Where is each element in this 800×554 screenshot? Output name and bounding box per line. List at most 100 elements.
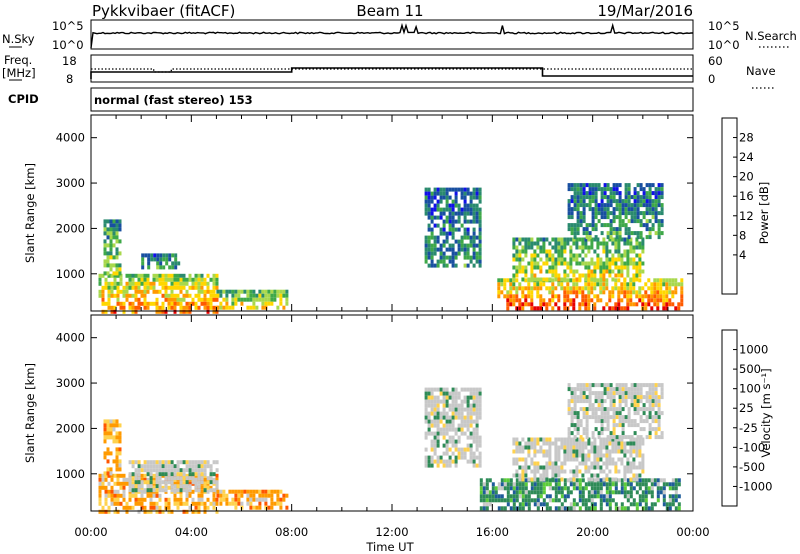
power-cell xyxy=(629,298,633,303)
velocity-cell xyxy=(518,457,522,462)
velocity-cell xyxy=(116,481,120,486)
velocity-cell xyxy=(636,411,640,416)
power-cell xyxy=(605,302,609,307)
velocity-cell xyxy=(191,501,195,506)
velocity-cell xyxy=(206,485,210,490)
velocity-cell xyxy=(146,484,150,489)
power-cell xyxy=(599,298,603,303)
velocity-cell xyxy=(530,461,534,466)
velocity-cell xyxy=(451,427,455,432)
power-cell xyxy=(606,207,610,212)
velocity-cell xyxy=(104,477,108,482)
power-cell xyxy=(106,271,110,276)
velocity-cell xyxy=(137,497,141,502)
velocity-cell xyxy=(615,391,619,396)
power-cell xyxy=(209,301,213,306)
power-cell xyxy=(566,286,570,291)
power-cell xyxy=(503,286,507,291)
velocity-cell xyxy=(503,498,507,503)
velocity-cell xyxy=(638,473,642,478)
power-cell xyxy=(569,298,573,303)
power-cell xyxy=(644,306,648,311)
power-cell xyxy=(645,203,649,208)
power-colorbar-label-0: 28 xyxy=(739,131,754,145)
velocity-cell xyxy=(606,391,610,396)
power-cell xyxy=(101,285,105,290)
power-cell xyxy=(527,277,531,282)
velocity-cell xyxy=(179,476,183,481)
velocity-cell xyxy=(500,498,504,503)
velocity-cell xyxy=(524,494,528,499)
power-cell xyxy=(594,183,598,188)
velocity-cell xyxy=(572,441,576,446)
power-cell xyxy=(647,302,651,307)
velocity-cell xyxy=(185,480,189,485)
velocity-cell xyxy=(603,427,607,432)
velocity-cell xyxy=(119,481,123,486)
power-cell xyxy=(264,293,268,298)
velocity-cell xyxy=(560,506,564,511)
velocity-cell xyxy=(539,449,543,454)
power-cell xyxy=(209,289,213,294)
velocity-cell xyxy=(563,469,567,474)
power-cell xyxy=(118,251,122,256)
velocity-cell xyxy=(615,415,619,420)
velocity-cell xyxy=(457,395,461,400)
power-cell xyxy=(231,289,235,294)
velocity-cell xyxy=(609,403,613,408)
velocity-cell xyxy=(645,399,649,404)
power-cell xyxy=(579,191,583,196)
velocity-cell xyxy=(460,403,464,408)
power-cell xyxy=(509,290,513,295)
power-cell xyxy=(472,255,476,260)
velocity-cell xyxy=(654,403,658,408)
velocity-cell xyxy=(609,431,613,436)
power-cell xyxy=(584,265,588,270)
velocity-cell xyxy=(602,461,606,466)
power-cell xyxy=(527,286,531,291)
power-cell xyxy=(641,237,645,242)
power-cell xyxy=(448,243,452,248)
power-cell xyxy=(518,241,522,246)
power-cell xyxy=(451,207,455,212)
velocity-cell xyxy=(115,439,119,444)
power-cell xyxy=(588,231,592,236)
velocity-cell xyxy=(651,415,655,420)
power-cell xyxy=(240,301,244,306)
power-cell xyxy=(478,227,482,232)
velocity-cell xyxy=(140,489,144,494)
velocity-cell xyxy=(557,490,561,495)
power-cell xyxy=(194,281,198,286)
velocity-cell xyxy=(518,502,522,507)
power-cell xyxy=(144,253,148,258)
power-cell xyxy=(113,293,117,298)
velocity-cell xyxy=(167,476,171,481)
power-cell xyxy=(448,187,452,192)
velocity-cell xyxy=(632,457,636,462)
power-cell xyxy=(252,289,256,294)
velocity-cell xyxy=(439,411,443,416)
power-colorbar-label-1: 24 xyxy=(739,150,754,164)
power-cell xyxy=(602,241,606,246)
power-cell xyxy=(641,261,645,266)
power-cell xyxy=(567,227,571,232)
power-cell xyxy=(206,289,210,294)
velocity-cell xyxy=(506,486,510,491)
velocity-cell xyxy=(582,391,586,396)
velocity-cell xyxy=(660,387,664,392)
velocity-cell xyxy=(506,502,510,507)
power-cell xyxy=(103,263,107,268)
power-cell xyxy=(627,199,631,204)
velocity-cell xyxy=(460,431,464,436)
cpid-label: CPID xyxy=(8,92,39,106)
power-cell xyxy=(475,235,479,240)
power-cell xyxy=(439,243,443,248)
velocity-cell xyxy=(608,482,612,487)
power-cell xyxy=(594,207,598,212)
power-cell xyxy=(584,261,588,266)
power-cell xyxy=(629,237,633,242)
power-cell xyxy=(112,227,116,232)
power-cell xyxy=(648,203,652,208)
power-cell xyxy=(185,293,189,298)
